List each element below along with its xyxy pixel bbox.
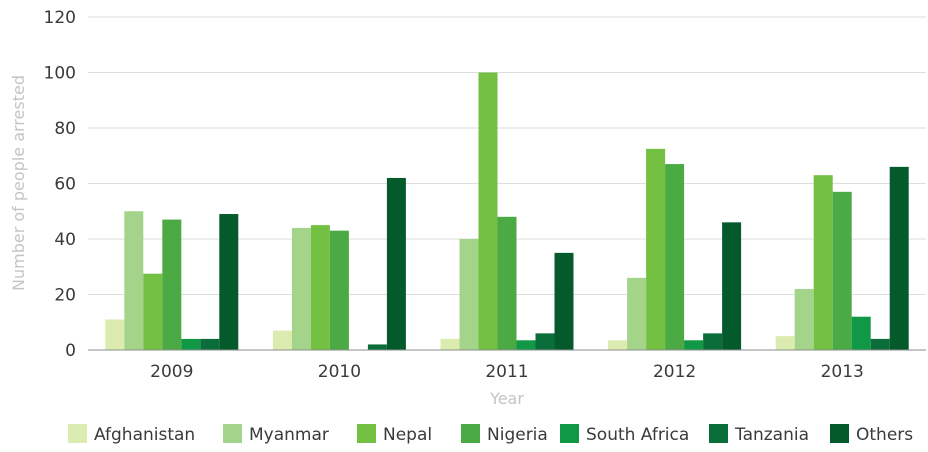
y-tick-label: 120 (44, 8, 76, 28)
bar (105, 319, 125, 350)
legend-label: Myanmar (249, 425, 329, 445)
bar (124, 211, 144, 350)
legend-label: Tanzania (734, 425, 809, 445)
legend-swatch (223, 424, 242, 443)
y-tick-label: 100 (44, 64, 76, 84)
legend-swatch (357, 424, 376, 443)
bars (105, 72, 909, 350)
y-tick-label: 0 (65, 341, 76, 361)
bar (367, 344, 387, 350)
bar (684, 340, 704, 350)
bar (832, 191, 852, 350)
legend-label: Nigeria (487, 425, 548, 445)
legend-label: Afghanistan (94, 425, 195, 445)
bar (219, 214, 239, 350)
bar (870, 338, 890, 350)
bar (775, 336, 795, 350)
bar (291, 227, 311, 350)
y-tick-label: 40 (54, 230, 76, 250)
legend-swatch (830, 424, 849, 443)
bar (497, 216, 517, 350)
bar (478, 72, 498, 350)
x-tick-label: 2012 (653, 362, 696, 382)
legend-swatch (461, 424, 480, 443)
bar (162, 219, 182, 350)
x-tick-label: 2009 (150, 362, 193, 382)
x-tick-label: 2013 (821, 362, 864, 382)
bar (329, 230, 349, 350)
bar (440, 338, 460, 350)
legend-label: Nepal (383, 425, 432, 445)
x-tick-label: 2011 (485, 362, 528, 382)
bar (646, 148, 666, 350)
legend-swatch (560, 424, 579, 443)
bar (200, 338, 220, 350)
bar (794, 288, 814, 350)
bar (722, 222, 742, 350)
bar (272, 330, 292, 350)
bar (535, 333, 555, 350)
legend-swatch (68, 424, 87, 443)
bar (851, 316, 871, 350)
bar (459, 239, 479, 350)
legend-swatch (709, 424, 728, 443)
legend: Afghanistan Myanmar Nepal Nigeria South Afri… (68, 424, 913, 445)
bar (627, 277, 647, 350)
bar (310, 225, 330, 350)
bar (703, 333, 723, 350)
bar (516, 340, 536, 350)
bar (665, 164, 685, 350)
bar (143, 273, 163, 350)
y-tick-label: 20 (54, 286, 76, 306)
y-tick-label: 60 (54, 175, 76, 195)
bar (889, 166, 909, 350)
legend-label: Others (856, 425, 913, 445)
bar (608, 340, 628, 350)
y-axis-ticks: 0 20 40 60 80 100 120 (44, 8, 76, 361)
bar (554, 252, 574, 350)
bar (386, 177, 406, 350)
y-axis-title: Number of people arrested (9, 75, 28, 291)
bar (813, 175, 833, 350)
legend-label: South Africa (586, 425, 689, 445)
y-tick-label: 80 (54, 119, 76, 139)
x-axis-title: Year (489, 389, 524, 408)
x-tick-label: 2010 (318, 362, 361, 382)
bar (181, 338, 201, 350)
x-axis-ticks: 2009 2010 2011 2012 2013 (150, 362, 864, 382)
